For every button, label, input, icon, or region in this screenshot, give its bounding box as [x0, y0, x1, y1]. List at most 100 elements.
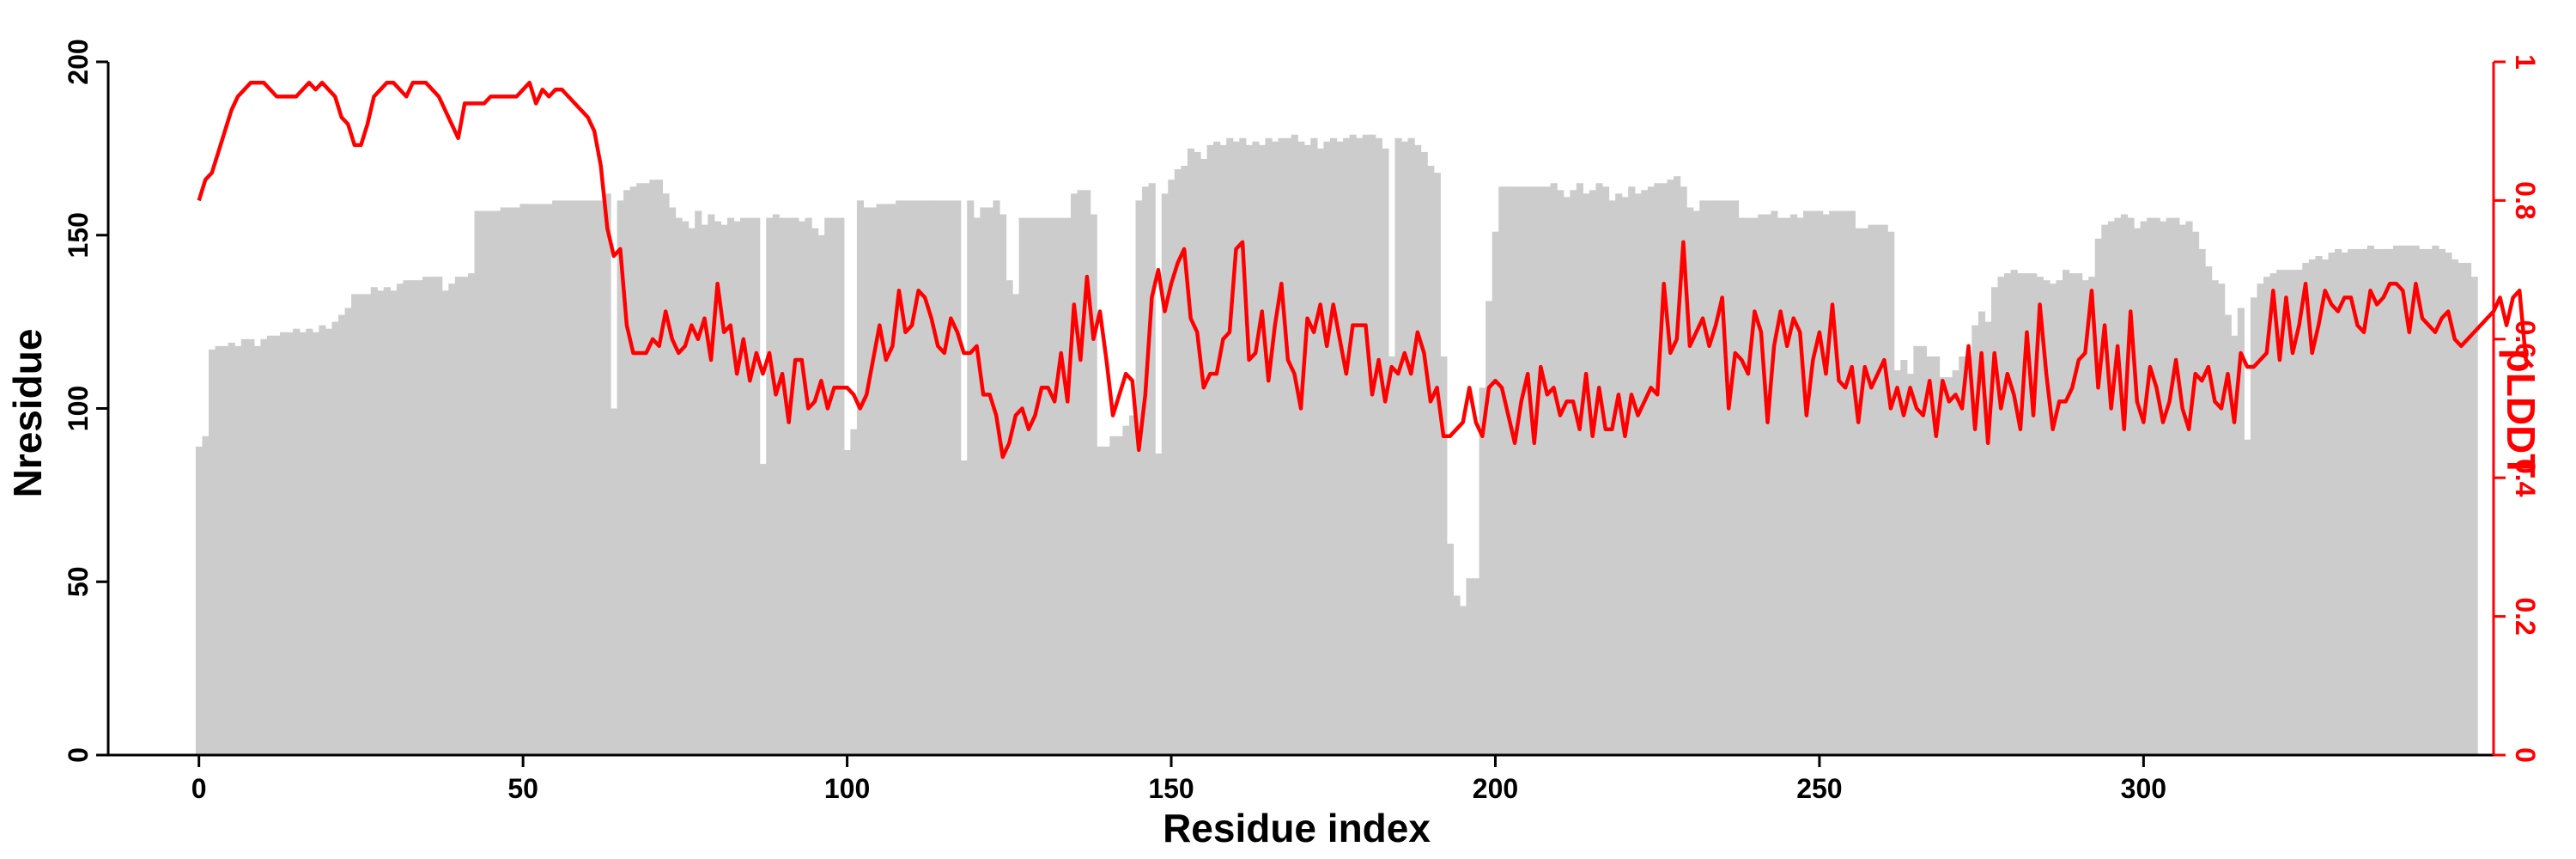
bar — [2419, 248, 2427, 755]
bar — [1285, 137, 1292, 755]
bar — [377, 290, 385, 755]
bar — [2335, 248, 2342, 755]
bar — [2198, 248, 2206, 755]
y-tick-label-left: 50 — [63, 566, 94, 597]
bar — [1336, 141, 1344, 756]
bar — [428, 277, 436, 755]
x-tick-label: 250 — [1796, 773, 1842, 804]
bar — [2153, 217, 2160, 755]
bar — [2081, 280, 2089, 755]
bar — [578, 200, 586, 755]
bar — [2432, 245, 2439, 755]
bar — [785, 217, 793, 755]
bar — [222, 345, 229, 755]
bar — [209, 349, 216, 755]
bar — [1933, 356, 1941, 755]
bar — [1044, 217, 1052, 755]
bar — [1959, 356, 1966, 755]
bar — [532, 204, 540, 755]
bar — [726, 217, 735, 755]
bar — [980, 207, 987, 756]
bar — [1602, 186, 1610, 755]
bar — [1206, 144, 1214, 756]
bar — [1615, 193, 1623, 755]
bar — [1738, 217, 1746, 755]
bar — [824, 217, 832, 755]
bar — [1946, 377, 1953, 755]
bar — [720, 224, 728, 755]
bar — [2425, 248, 2433, 755]
bar — [876, 204, 884, 755]
bar — [2451, 259, 2459, 755]
y-axis-label-left: Nresidue — [5, 329, 50, 498]
bar — [1583, 193, 1590, 755]
bar — [474, 210, 482, 755]
bar — [344, 308, 352, 755]
bar — [234, 345, 242, 755]
bar — [2127, 217, 2135, 755]
bar — [1155, 453, 1163, 755]
bar — [1868, 224, 1875, 755]
bar — [2166, 217, 2173, 755]
bar — [461, 277, 469, 755]
bar — [1187, 148, 1195, 756]
bar — [1816, 210, 1824, 755]
bar — [325, 328, 333, 755]
bar — [390, 290, 398, 755]
bar — [1356, 137, 1364, 755]
bar — [2269, 273, 2277, 755]
y-tick-label-right: 0.4 — [2510, 459, 2541, 497]
bar — [1200, 158, 1208, 756]
bar — [2348, 248, 2355, 755]
bar — [2295, 270, 2303, 756]
y-tick-label-left: 100 — [63, 386, 94, 431]
bar — [1563, 197, 1571, 755]
bar — [1842, 210, 1850, 755]
bar — [1887, 231, 1895, 756]
bar — [280, 332, 288, 755]
bar — [2302, 263, 2310, 755]
bar — [1628, 186, 1636, 755]
bar — [1705, 200, 1713, 755]
bar — [1407, 137, 1415, 755]
bar — [584, 200, 592, 755]
bar — [306, 328, 313, 755]
bar — [889, 204, 896, 755]
bar — [383, 287, 391, 755]
bar — [454, 277, 463, 755]
bar-series — [195, 134, 2478, 756]
bar — [611, 408, 618, 755]
bar — [2470, 277, 2478, 755]
bar — [2406, 245, 2414, 755]
bar — [2063, 270, 2070, 756]
bar — [1848, 210, 1856, 755]
bar — [1576, 183, 1583, 756]
bar — [1142, 186, 1150, 755]
bar — [993, 200, 1000, 755]
bar — [850, 429, 858, 755]
bar — [629, 186, 637, 755]
bar — [1492, 231, 1499, 756]
bar — [1861, 228, 1869, 755]
bar — [695, 210, 702, 755]
bar — [1265, 137, 1273, 755]
bar — [448, 283, 456, 755]
bar — [2458, 263, 2465, 755]
bar — [1103, 446, 1110, 755]
bar — [1530, 186, 1539, 755]
bar — [2023, 273, 2031, 755]
bar — [2244, 439, 2251, 755]
bar — [1401, 141, 1409, 756]
bar — [688, 228, 696, 755]
bar — [526, 204, 534, 755]
bar — [1803, 210, 1811, 755]
bar — [552, 200, 560, 755]
bar — [591, 200, 598, 755]
bar — [1161, 193, 1169, 755]
bar — [2257, 283, 2264, 755]
bar — [195, 446, 204, 755]
bar — [1090, 214, 1097, 756]
bar — [2160, 221, 2167, 755]
bar — [1835, 210, 1843, 755]
bar — [954, 200, 962, 755]
